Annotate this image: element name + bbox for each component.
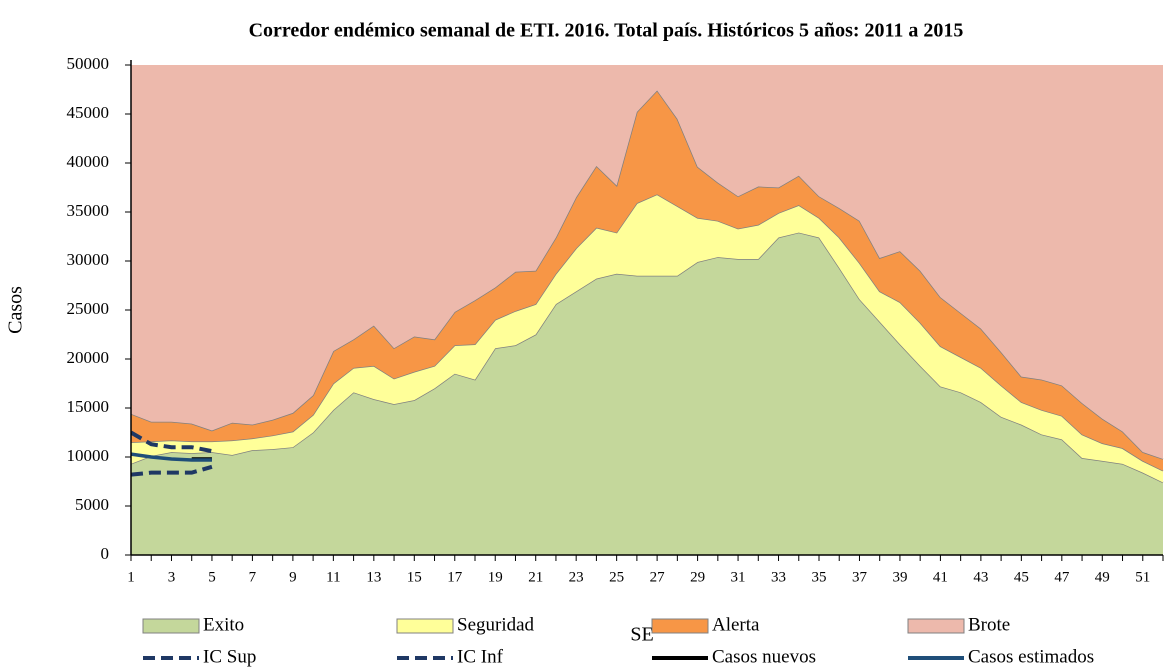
legend-label: Casos estimados (968, 646, 1094, 667)
plot-area (131, 65, 1164, 555)
x-tick-label: 9 (289, 569, 297, 585)
y-tick-label: 25000 (67, 299, 110, 318)
x-tick-label: 11 (326, 569, 340, 585)
x-axis-label: SE (630, 624, 653, 646)
x-tick-label: 47 (1054, 569, 1070, 585)
area-band (131, 232, 1163, 555)
x-tick-label: 1 (127, 569, 135, 585)
x-tick-label: 39 (892, 569, 907, 585)
y-tick-label: 30000 (67, 250, 110, 269)
x-tick-label: 49 (1095, 569, 1110, 585)
x-tick-label: 19 (488, 569, 503, 585)
x-tick-label: 27 (650, 569, 666, 585)
x-tick-label: 13 (366, 569, 381, 585)
x-tick-label: 51 (1135, 569, 1150, 585)
y-tick-label: 45000 (67, 103, 110, 122)
x-tick-label: 31 (731, 569, 746, 585)
x-tick-label: 23 (569, 569, 584, 585)
x-tick-label: 45 (1014, 569, 1029, 585)
x-tick-label: 33 (771, 569, 786, 585)
x-tick-label: 3 (168, 569, 176, 585)
x-tick-label: 41 (933, 569, 948, 585)
y-tick-label: 50000 (67, 54, 110, 73)
y-tick-label: 20000 (67, 348, 110, 367)
x-tick-label: 25 (609, 569, 624, 585)
line-series (131, 452, 212, 462)
x-tick-label: 29 (690, 569, 705, 585)
legend-label: IC Sup (203, 646, 256, 667)
legend-label: Brote (968, 614, 1010, 635)
y-axis-label: Casos (5, 286, 27, 334)
x-tick-label: 5 (208, 569, 216, 585)
y-tick-label: 15000 (67, 397, 110, 416)
legend-label: Exito (203, 614, 244, 635)
x-tick-label: 35 (812, 569, 827, 585)
line-series (131, 430, 213, 454)
y-tick-label: 5000 (75, 495, 109, 514)
x-tick-label: 37 (852, 569, 868, 585)
area-band (131, 194, 1163, 483)
y-tick-label: 0 (101, 544, 110, 563)
x-tick-label: 17 (447, 569, 463, 585)
legend-swatch (907, 618, 965, 634)
legend-label: IC Inf (457, 646, 504, 667)
legend-label: Seguridad (457, 614, 535, 635)
legend-swatch (396, 618, 454, 634)
legend-label: Alerta (712, 614, 760, 635)
y-tick-label: 40000 (67, 152, 110, 171)
chart-title: Corredor endémico semanal de ETI. 2016. … (249, 20, 964, 42)
x-tick-label: 15 (407, 569, 422, 585)
x-tick-label: 7 (249, 569, 257, 585)
legend-swatch (651, 618, 709, 634)
y-tick-label: 35000 (67, 201, 110, 220)
area-band (131, 65, 1163, 459)
x-tick-label: 43 (973, 569, 988, 585)
y-tick-label: 10000 (67, 446, 110, 465)
legend-label: Casos nuevos (712, 646, 816, 667)
line-series (131, 464, 213, 477)
legend-swatch (142, 618, 200, 634)
x-tick-label: 21 (528, 569, 543, 585)
area-band (131, 90, 1163, 471)
